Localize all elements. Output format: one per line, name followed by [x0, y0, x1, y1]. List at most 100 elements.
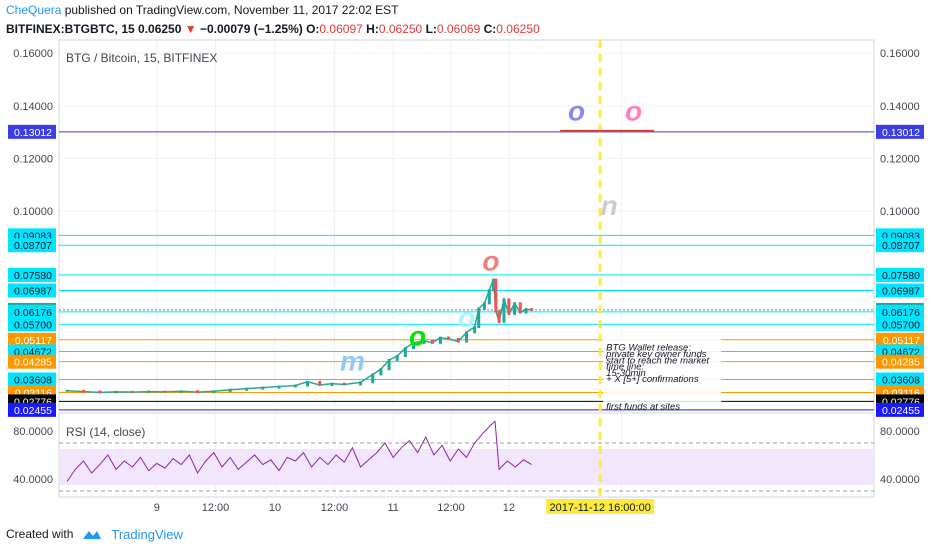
author-name[interactable]: CheQuera — [6, 3, 62, 17]
cursor-date-label: 2017-11-12 16:00:00 — [549, 502, 650, 514]
rsi-right-tick: 80.0000 — [880, 426, 920, 438]
candle — [513, 302, 517, 315]
candle — [212, 390, 216, 394]
x-tick-label: 9 — [154, 502, 160, 514]
ohlc-bar: BITFINEX:BTGBTC, 15 0.06250 ▼ −0.00079 (… — [6, 22, 540, 36]
annotation-letter: o — [568, 95, 585, 126]
left-level-label: 0.08707 — [14, 240, 52, 252]
high-label: H: — [366, 22, 379, 36]
left-level-label: 0.06176 — [14, 307, 52, 319]
notes-background — [603, 337, 722, 406]
left-level-label: 0.13012 — [14, 127, 52, 139]
candle — [494, 278, 498, 313]
candle — [371, 373, 375, 384]
right-level-badge — [876, 354, 924, 369]
open-value: 0.06097 — [319, 22, 363, 36]
candle — [81, 389, 85, 393]
x-tick-label: 10 — [269, 502, 281, 514]
left-level-label: 0.05700 — [14, 319, 52, 331]
candle — [403, 347, 407, 358]
annotation-letter: o — [625, 95, 642, 126]
right-level-label: 0.02455 — [882, 405, 920, 417]
note-line: time line: — [606, 361, 644, 372]
left-level-label: 0.06987 — [14, 286, 52, 298]
left-tick-label: 0.12000 — [13, 154, 53, 166]
candle — [359, 381, 363, 386]
candle — [477, 307, 481, 329]
down-arrow-icon: ▼ — [184, 22, 197, 36]
note-line: BTG Wallet release: — [606, 343, 691, 354]
candle — [65, 389, 69, 392]
right-level-badge — [876, 402, 924, 417]
candle — [497, 310, 501, 323]
candle — [306, 380, 310, 387]
left-level-label: 0.07580 — [14, 270, 52, 282]
left-level-label: 0.02455 — [14, 405, 52, 417]
right-level-badge — [876, 332, 924, 347]
right-level-label: 0.03608 — [882, 375, 920, 387]
left-level-badge — [8, 304, 56, 319]
candle — [318, 380, 322, 386]
tradingview-logo-icon — [83, 531, 102, 539]
candle — [379, 368, 383, 376]
left-tick-label: 0.14000 — [13, 101, 53, 113]
left-level-badge — [8, 354, 56, 369]
series — [65, 278, 534, 482]
candle — [456, 337, 460, 343]
close-label: C: — [483, 22, 497, 36]
left-level-badge — [8, 267, 56, 282]
candle — [491, 278, 495, 292]
candle — [465, 331, 468, 343]
x-tick-label: 11 — [387, 502, 398, 514]
last-price: 0.06250 — [138, 22, 182, 36]
published-text: published on TradingView.com, November 1… — [61, 3, 399, 17]
note-line: start to reach the market — [606, 355, 709, 366]
right-tick-label: 0.10000 — [880, 206, 920, 218]
right-level-badge — [876, 372, 924, 387]
annotation-letter: o — [458, 302, 475, 333]
x-tick-label: 12:00 — [202, 502, 230, 514]
right-level-label: 0.06176 — [882, 307, 920, 319]
left-level-badge — [8, 402, 56, 417]
candle — [524, 308, 528, 314]
rsi-left-tick: 80.0000 — [13, 426, 53, 438]
candle — [98, 390, 102, 394]
low-value: 0.06069 — [436, 22, 481, 36]
axes: 0.16000 0.16000 0.14000 0.14000 0.12000 0.120… — [8, 48, 924, 514]
right-level-label: 0.04285 — [882, 357, 920, 369]
open-label: O: — [306, 22, 320, 36]
candle — [342, 382, 346, 386]
candle — [147, 390, 151, 394]
annotation-letter: n — [601, 190, 618, 221]
rsi-right-tick: 40.0000 — [880, 474, 920, 486]
candle — [447, 336, 451, 340]
candle — [530, 308, 534, 311]
left-tick-label: 0.10000 — [13, 206, 53, 218]
rsi-title: RSI (14, close) — [66, 425, 145, 439]
cursor-date-badge — [546, 499, 655, 514]
publish-info: CheQuera published on TradingView.com, N… — [6, 3, 398, 17]
footer: Created with TradingView — [6, 522, 183, 546]
left-level-badge — [8, 124, 56, 139]
candle — [196, 390, 200, 394]
note-line: + X [5+] confirmations — [606, 374, 699, 385]
x-tick-label: 12 — [503, 502, 515, 514]
left-level-badge — [8, 372, 56, 387]
candle — [277, 385, 281, 389]
right-tick-label: 0.12000 — [880, 154, 920, 166]
symbol-label: BITFINEX:BTGBTC, 15 — [6, 22, 135, 36]
tradingview-link[interactable]: TradingView — [111, 526, 183, 542]
candle — [293, 384, 297, 388]
note-line: first funds at sites — [606, 401, 680, 412]
left-level-label: 0.03608 — [14, 375, 52, 387]
candle — [395, 355, 399, 361]
annotation-letter: o — [482, 245, 499, 276]
right-level-label: 0.05700 — [882, 319, 920, 331]
main-pane[interactable] — [58, 39, 875, 411]
candle — [179, 390, 183, 393]
right-level-label: 0.05117 — [883, 335, 920, 347]
created-with-label: Created with — [6, 527, 74, 541]
candle — [482, 302, 486, 310]
